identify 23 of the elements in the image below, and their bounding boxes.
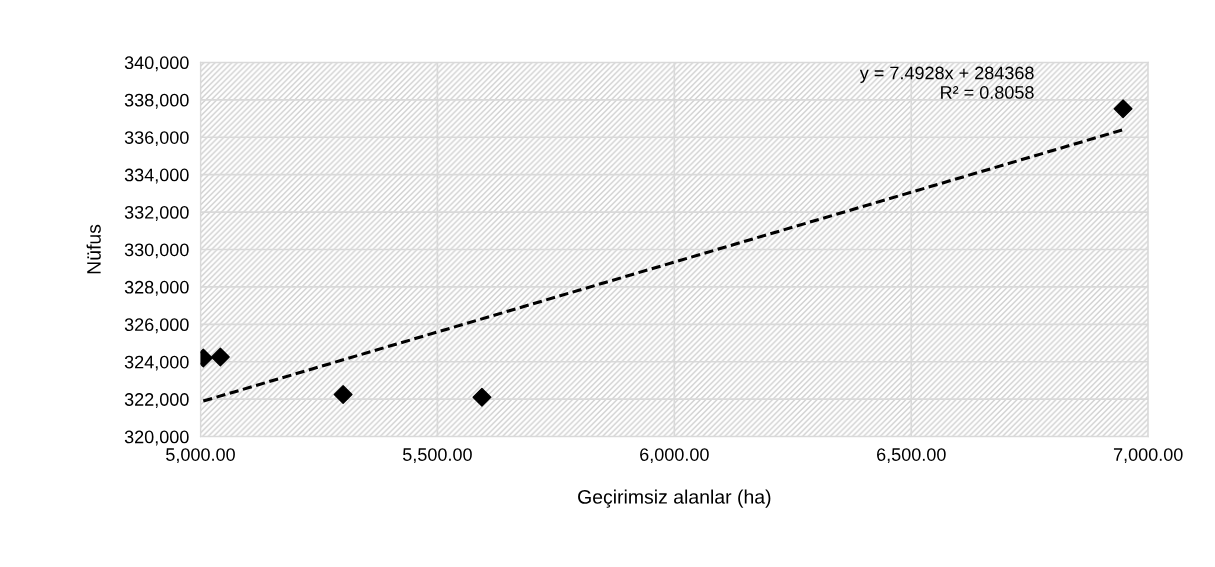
y-tick-label: 334,000: [124, 168, 189, 184]
point: [210, 347, 230, 367]
y-axis-title: Nüfus: [86, 224, 101, 274]
y-tick-label: 328,000: [124, 280, 189, 296]
y-tick-label: 324,000: [124, 355, 189, 371]
y-tick-label: 336,000: [124, 131, 189, 147]
y-tick-label: 340,000: [124, 56, 189, 72]
x-tick-label: 5,000.00: [166, 448, 235, 464]
x-tick-label: 5,500.00: [402, 448, 472, 464]
x-tick-label: 7,000.00: [1113, 448, 1183, 464]
y-tick-label: 320,000: [124, 430, 189, 446]
x-tick-label: 6,000.00: [640, 448, 709, 464]
y-tick-label: 332,000: [124, 205, 189, 221]
x-axis-title: Geçirimsiz alanlar (ha): [578, 489, 771, 508]
x-tick-label: 6,500.00: [877, 448, 946, 464]
y-tick-label: 326,000: [124, 318, 189, 334]
point: [333, 385, 353, 404]
annotation: y = 7.4928x + 284368 R² = 0.8058: [859, 66, 1034, 99]
point: [1113, 99, 1133, 119]
y-tick-label: 330,000: [124, 243, 189, 259]
y-tick-label: 338,000: [124, 93, 189, 109]
y-tick-label: 322,000: [124, 393, 189, 409]
point: [472, 387, 492, 407]
